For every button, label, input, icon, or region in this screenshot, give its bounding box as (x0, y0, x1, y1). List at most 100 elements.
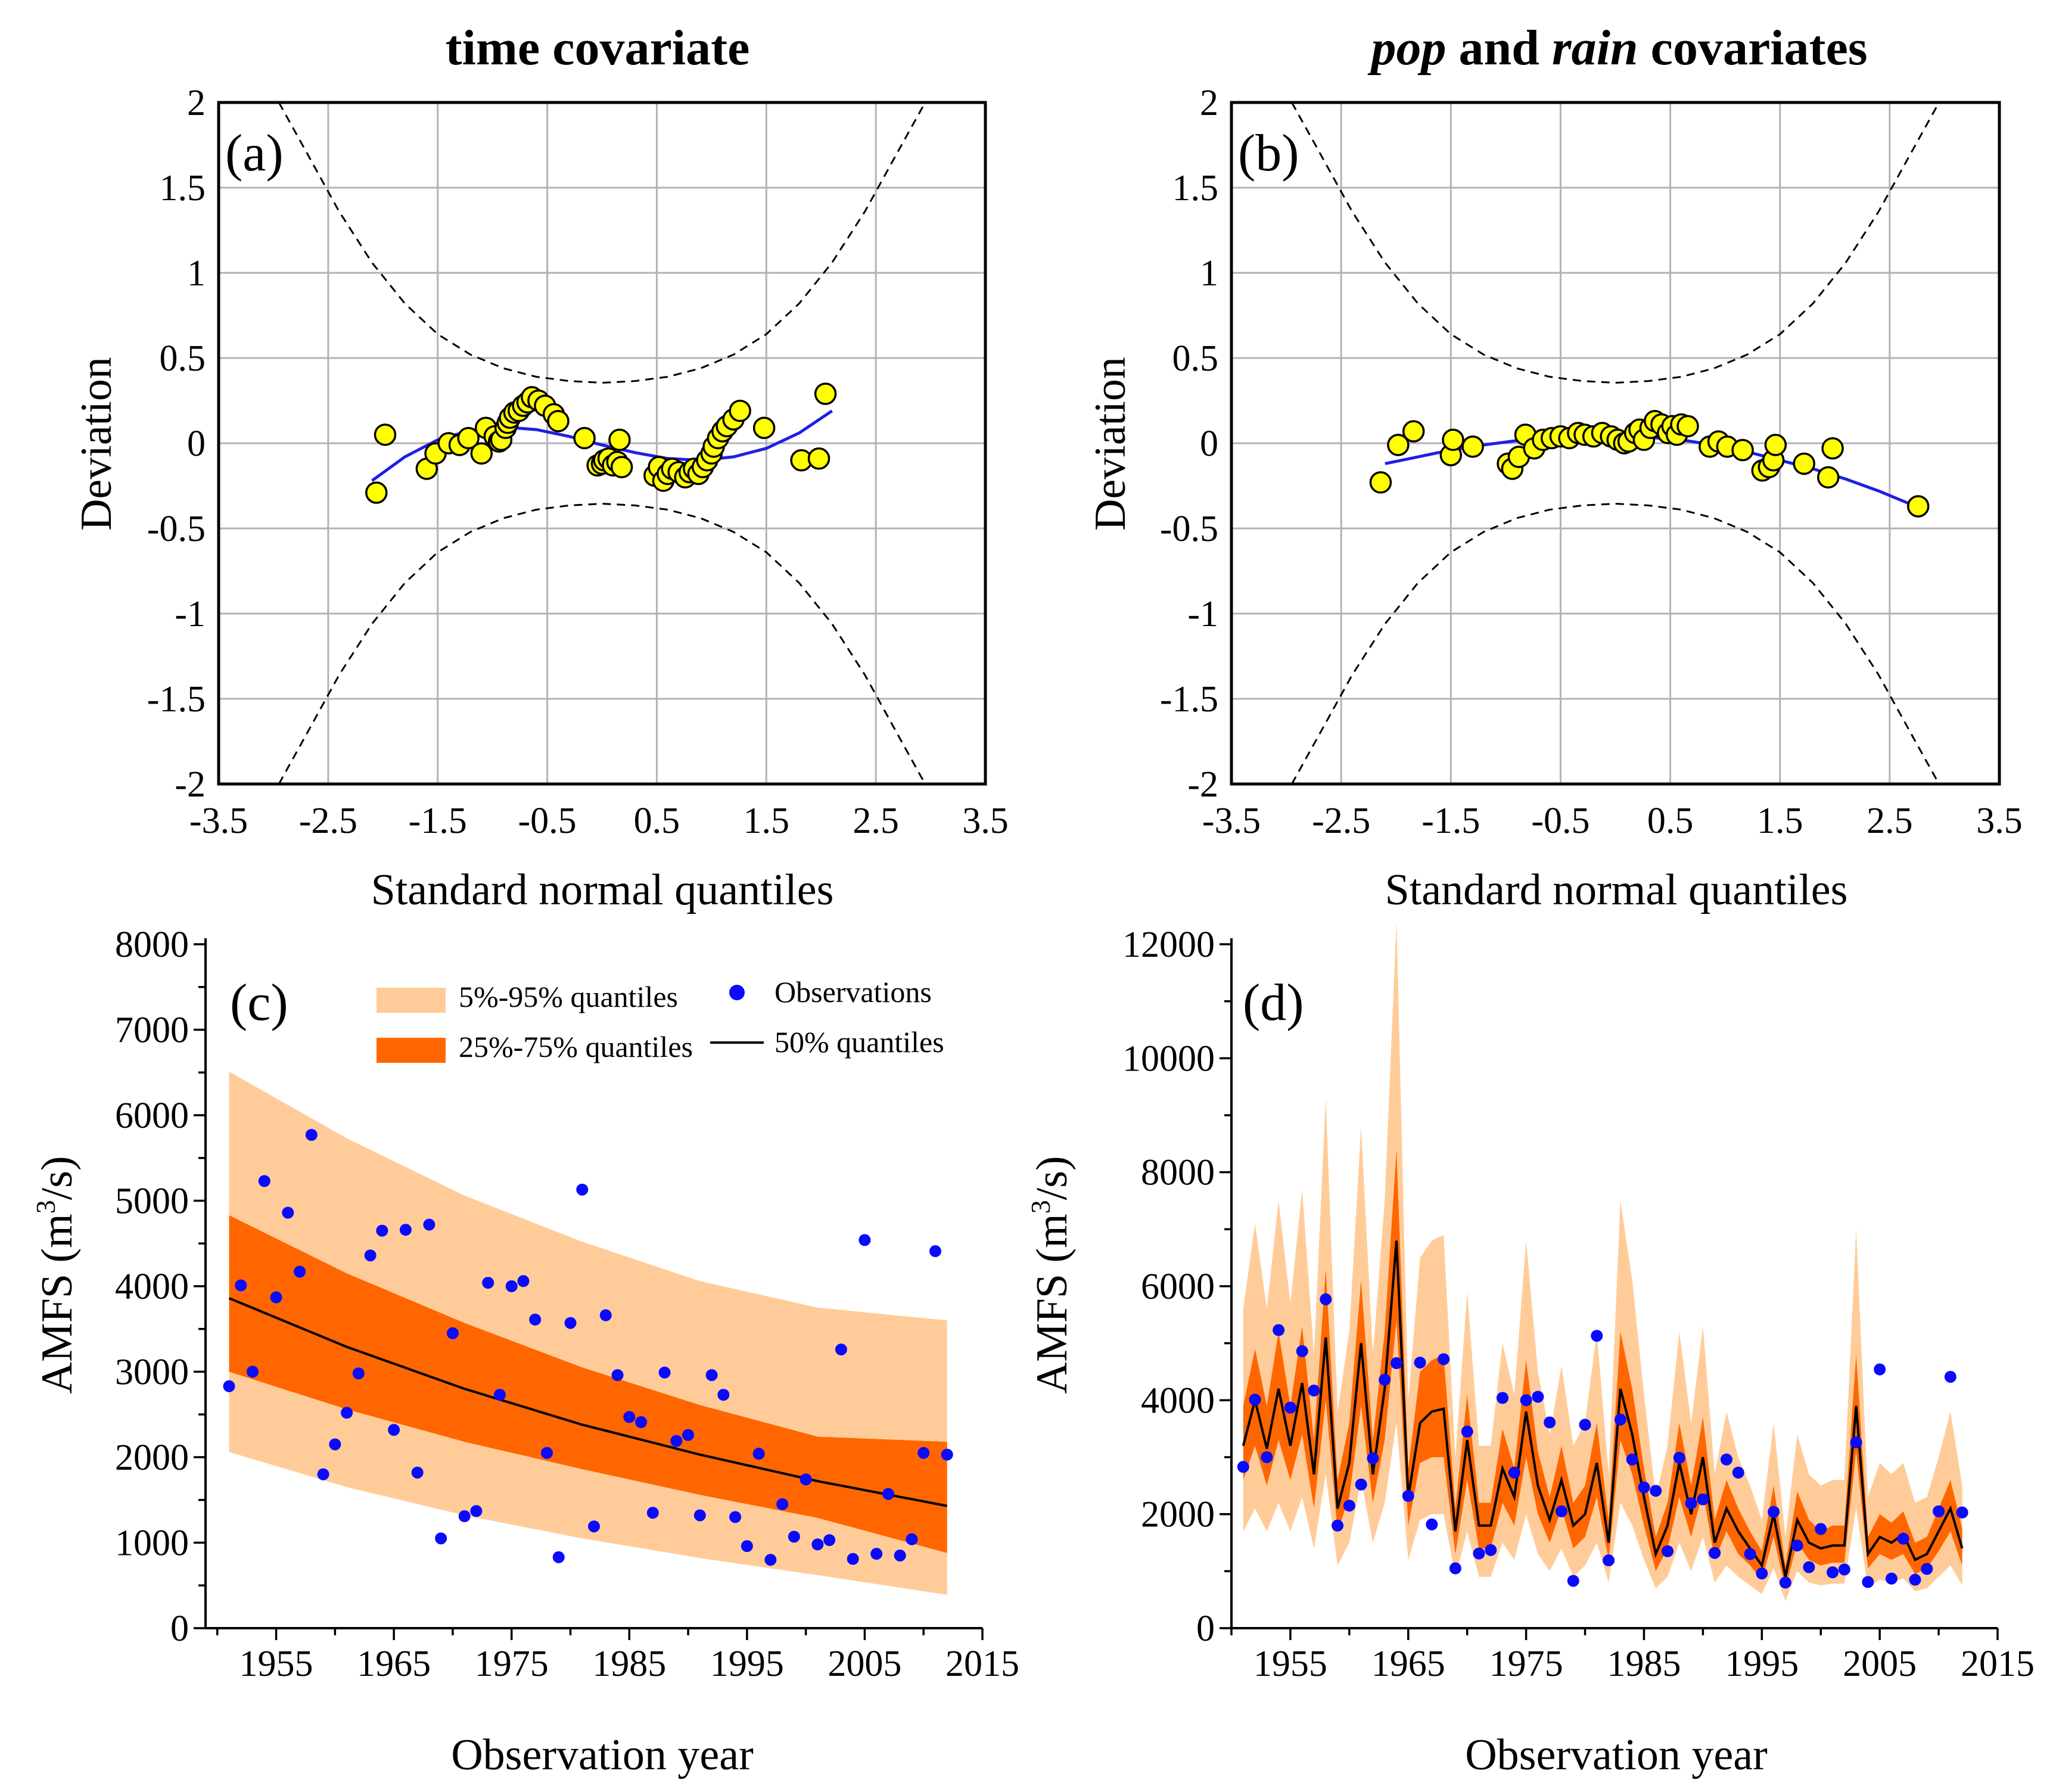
panel-d-observation (1591, 1330, 1603, 1342)
panel-c-observation (270, 1291, 282, 1303)
panel-b-ytick-label: -0.5 (1160, 509, 1218, 549)
panel-c-ytick-label: 0 (170, 1609, 189, 1649)
panel-b-ytick-label: 1 (1200, 253, 1218, 294)
panel-c-xtick-label: 2005 (828, 1644, 901, 1684)
panel-d-observation (1438, 1353, 1450, 1365)
panel-c-ylabel-part-3: /s) (33, 1156, 82, 1200)
panel-b-xtick-label: 0.5 (1647, 801, 1694, 841)
panel-d-observation (1402, 1490, 1414, 1502)
panel-d-ytick-label: 8000 (1141, 1153, 1215, 1193)
panel-b-upper-bound (1290, 102, 1940, 384)
panel-d-ytick-label: 12000 (1122, 925, 1215, 965)
panel-c-observation (223, 1380, 235, 1392)
panel-b-title-part-1: pop (1367, 20, 1446, 76)
panel-c-observation (341, 1407, 353, 1419)
panel-a-point (814, 382, 837, 405)
panel-a-upper-bound (278, 102, 926, 384)
panel-d: 1955 1965 1975 1985 1995 2005 2015 12000 10000 80… (1025, 921, 2035, 1779)
panel-c-observation (458, 1510, 471, 1523)
panel-c-observation (906, 1533, 918, 1545)
panel-c-ytick-label: 4000 (115, 1267, 189, 1307)
panel-c-ylabel-superscript: 3 (30, 1200, 61, 1214)
panel-d-median-line (1242, 1240, 1964, 1578)
panel-d-plot: 1955 1965 1975 1985 1995 2005 2015 12000 10000 80… (1122, 921, 2035, 1684)
panel-c-observation (682, 1429, 695, 1441)
panel-d-observation (1921, 1563, 1933, 1575)
panel-b-title-part-2: and (1446, 20, 1551, 76)
panel-c-xtick-label: 1955 (239, 1644, 313, 1684)
panel-a-point (470, 442, 493, 465)
panel-a-ytick-label: 0 (187, 424, 206, 464)
panel-a-point (374, 423, 397, 446)
panel-c-observation (917, 1446, 930, 1459)
panel-d-observation (1791, 1539, 1803, 1552)
panel-c-observation (247, 1365, 259, 1378)
panel-a-lower-bound (278, 502, 926, 784)
panel-d-observation (1332, 1519, 1344, 1532)
panel-c-observation (670, 1435, 683, 1447)
panel-c-observation (376, 1224, 388, 1237)
panel-c-xtick-label: 1985 (592, 1644, 666, 1684)
panel-d-observation (1520, 1394, 1532, 1407)
panel-d-xtick-label: 1975 (1489, 1644, 1563, 1684)
panel-d-observation (1567, 1575, 1579, 1587)
panel-c-observation (811, 1538, 824, 1551)
panel-d-ytick-label: 10000 (1122, 1038, 1215, 1079)
panel-b-title-part-3: rain (1552, 20, 1638, 76)
panel-c-observation (317, 1468, 329, 1480)
panel-a-xtick-label: 2.5 (853, 801, 899, 841)
panel-b-xtick-label: -3.5 (1202, 801, 1261, 841)
panel-d-ytick-label: 6000 (1141, 1267, 1215, 1307)
panel-d-observation (1555, 1505, 1567, 1517)
panel-c-observation (693, 1509, 706, 1522)
panel-c-observation (776, 1498, 789, 1510)
panel-c-xtick-label: 1965 (357, 1644, 431, 1684)
panel-d-ylabel-part-1: AMFS (m (1028, 1214, 1077, 1393)
panel-b-xtick-label: -2.5 (1312, 801, 1370, 841)
panel-c-ytick-label: 2000 (115, 1438, 189, 1478)
panel-a-point (365, 481, 388, 504)
panel-a-xtick-label: 0.5 (634, 801, 680, 841)
panel-b-clipped-layer (1290, 102, 1940, 784)
panel-d-observation (1473, 1547, 1485, 1560)
panel-c-observation (364, 1249, 377, 1262)
panel-d-xtick-label: 1985 (1607, 1644, 1681, 1684)
panel-d-ylabel: AMFS (m3/s) (1025, 1156, 1077, 1393)
panel-d-observation (1956, 1506, 1968, 1519)
legend-label-median: 50% quantiles (774, 1025, 944, 1059)
panel-d-ylabel-superscript: 3 (1025, 1200, 1056, 1214)
panel-d-observation (1379, 1373, 1391, 1386)
panel-c-observation (894, 1550, 906, 1562)
panel-c-ytick-label: 1000 (115, 1523, 189, 1564)
legend-swatch-25-75 (377, 1038, 446, 1063)
panel-d-observation (1815, 1523, 1827, 1535)
panel-a-frame (217, 101, 987, 786)
panel-b-plot: -3.5 -2.5 -1.5 -0.5 0.5 1.5 2.5 3.5 2 1.5 1 0.5 0 -0.… (1160, 83, 2023, 841)
panel-a-xtick-label: 1.5 (744, 801, 790, 841)
panel-c-ytick-label: 8000 (115, 925, 189, 965)
panel-a-ytick-label: -0.5 (147, 509, 206, 549)
panel-c-band-25-75 (229, 1215, 947, 1553)
panel-c-plot: 1955 1965 1975 1985 1995 2005 2015 8000 7000 6000… (115, 925, 1019, 1684)
panel-d-ytick-label: 0 (1196, 1609, 1215, 1649)
panel-c-xtick-label: 2015 (945, 1644, 1019, 1684)
panel-d-observation (1579, 1418, 1591, 1431)
panel-a-ytick-label: -2 (175, 764, 206, 805)
panel-d-observation (1390, 1357, 1402, 1370)
panel-a-ytick-label: 2 (187, 83, 206, 123)
panel-c-xlabel: Observation year (451, 1731, 754, 1779)
panel-b-ytick-label: -2 (1187, 764, 1218, 805)
panel-a-xtick-label: 3.5 (962, 801, 1009, 841)
panel-c-xtick-label: 1995 (710, 1644, 784, 1684)
panel-a-ylabel: Deviation (72, 357, 121, 531)
panel-b-xtick-label: 1.5 (1757, 801, 1803, 841)
panel-c-observation (423, 1218, 436, 1231)
panel-c-observation (705, 1369, 718, 1382)
panel-c-observation (258, 1175, 270, 1187)
panel-c-observation (623, 1411, 636, 1423)
panel-d-observation (1662, 1545, 1674, 1557)
panel-a-ytick-label: -1.5 (147, 679, 206, 720)
panel-d-observation (1414, 1357, 1426, 1369)
panel-d-observation (1603, 1554, 1615, 1567)
panel-d-observation (1638, 1481, 1650, 1494)
